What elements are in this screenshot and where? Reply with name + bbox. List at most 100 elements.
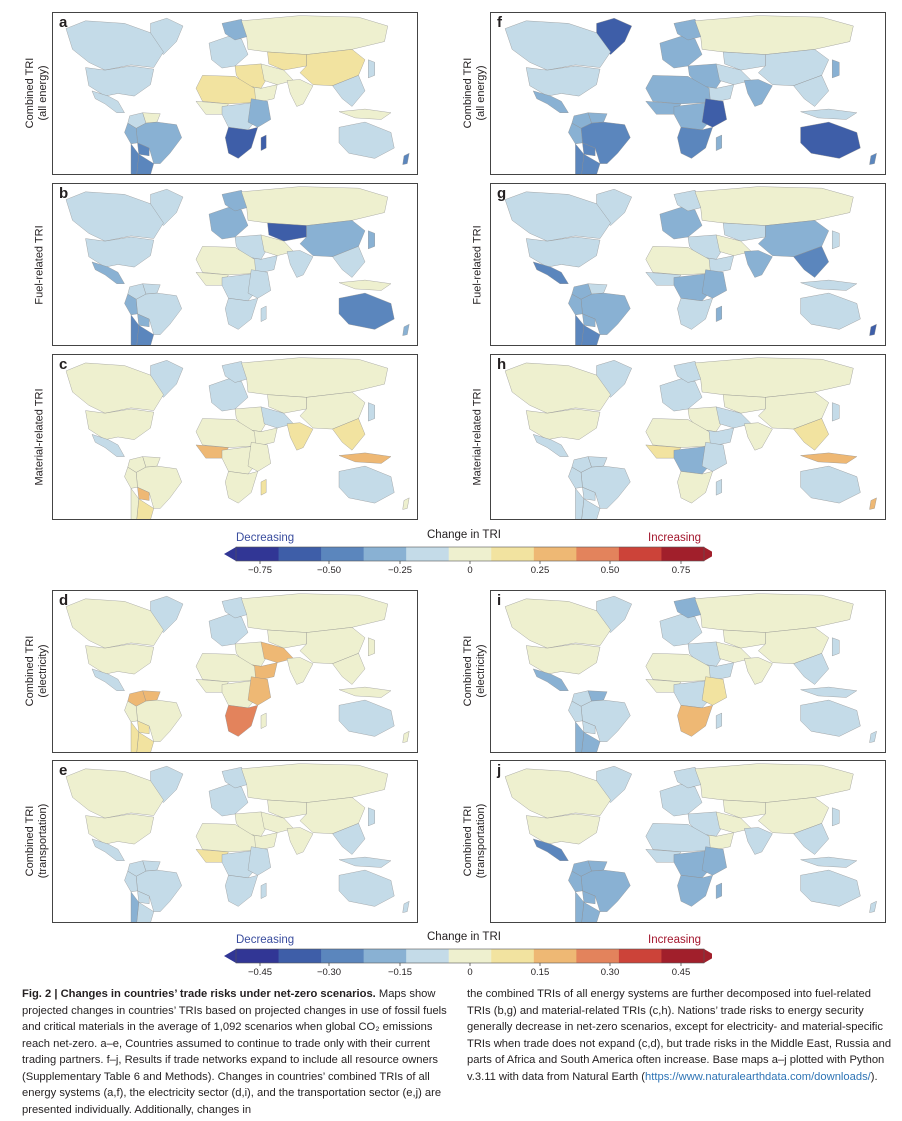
colorbar-bottom-tick: 0.30 (600, 967, 620, 978)
country-kazakhstan (722, 222, 766, 242)
country-australia (338, 292, 395, 330)
country-canada (65, 20, 164, 71)
country-india (744, 422, 773, 451)
country-chile (130, 143, 139, 174)
panel-label-c: c (59, 356, 68, 373)
colorbar-top-tick: −0.25 (387, 565, 413, 576)
world-map-a (65, 15, 410, 174)
country-argentina (581, 153, 601, 174)
country-australia (800, 465, 861, 504)
country-nz (402, 323, 410, 336)
country-indonesia (799, 856, 858, 868)
country-australia (338, 699, 395, 737)
panel-label-a: a (59, 14, 68, 31)
country-safrica (225, 127, 259, 159)
country-russia (241, 186, 388, 226)
colorbar-bottom-decreasing: Decreasing (236, 934, 295, 946)
country-peru (124, 870, 138, 893)
country-eafrica (701, 846, 727, 876)
country-madagascar (260, 134, 267, 151)
country-bolivia (137, 720, 150, 735)
country-japan (832, 402, 840, 422)
country-madagascar (260, 882, 267, 899)
country-scandinavia (673, 190, 703, 212)
country-europe (659, 378, 703, 412)
colorbar-bottom-tick: −0.45 (247, 967, 273, 978)
country-argentina (581, 901, 601, 922)
country-seasia (332, 246, 366, 278)
country-chile (575, 891, 585, 922)
country-scandinavia (673, 361, 703, 383)
country-nafrica (195, 75, 257, 105)
country-eafrica (247, 269, 271, 299)
country-argentina (581, 731, 601, 752)
country-canada (504, 598, 611, 649)
country-usa (525, 813, 601, 845)
country-madagascar (260, 305, 267, 322)
map-panel-i: i (490, 590, 886, 753)
country-iran (715, 63, 752, 85)
colorbar-swatch (491, 949, 535, 963)
country-india (286, 79, 314, 107)
country-india (744, 827, 773, 855)
colorbar-swatch (321, 547, 365, 561)
colorbar-swatch (363, 547, 407, 561)
country-japan (368, 59, 375, 79)
country-bolivia (137, 142, 150, 157)
country-chile (130, 891, 139, 922)
country-australia (338, 465, 395, 504)
country-europe (208, 614, 249, 647)
country-madagascar (715, 479, 722, 496)
colorbar-arrow-right (704, 949, 712, 963)
natural-earth-link[interactable]: https://www.naturalearthdata.com/downloa… (645, 1070, 871, 1083)
country-europe (659, 784, 703, 817)
colorbar-swatch (661, 949, 705, 963)
country-bolivia (582, 313, 596, 328)
colorbar-swatch (576, 547, 620, 561)
country-seasia (332, 418, 366, 451)
country-scandinavia (221, 361, 249, 383)
country-japan (368, 807, 375, 827)
country-bolivia (582, 720, 596, 735)
country-india (286, 422, 314, 451)
country-canada (504, 191, 611, 242)
country-indonesia (338, 452, 392, 464)
country-mexico (532, 261, 569, 284)
colorbar-bottom-tick: 0.15 (530, 967, 550, 978)
country-nafrica (195, 418, 257, 448)
country-scandinavia (673, 19, 703, 41)
country-nz (869, 497, 877, 510)
country-russia (241, 593, 388, 633)
colorbar-top-decreasing: Decreasing (236, 532, 295, 544)
colorbar-swatch (278, 547, 322, 561)
country-bolivia (137, 486, 150, 501)
map-panel-j: j (490, 760, 886, 923)
country-madagascar (260, 479, 267, 496)
map-panel-b: b (52, 183, 418, 346)
country-venezuela (587, 112, 608, 124)
colorbar-top-tick: 0.25 (530, 565, 550, 576)
world-map-h (504, 357, 877, 519)
country-japan (832, 637, 840, 657)
country-safrica (677, 127, 713, 159)
country-indonesia (799, 686, 858, 698)
country-europe (659, 614, 703, 647)
country-kazakhstan (722, 51, 766, 71)
map-panel-c: c (52, 354, 418, 520)
colorbar-bottom-increasing: Increasing (648, 934, 702, 946)
colorbar-bottom-tick: −0.30 (316, 967, 342, 978)
country-nz (402, 497, 410, 510)
country-kazakhstan (267, 799, 307, 819)
country-nafrica (195, 246, 257, 276)
country-india (286, 827, 314, 855)
country-safrica (677, 298, 713, 330)
colorbar-arrow-left (224, 547, 236, 561)
panel-label-i: i (497, 592, 502, 609)
colorbar-swatch (661, 547, 705, 561)
map-panel-a: a (52, 12, 418, 175)
country-japan (832, 230, 840, 250)
country-russia (241, 763, 388, 803)
country-indonesia (799, 279, 858, 291)
country-scandinavia (221, 190, 249, 212)
country-japan (832, 807, 840, 827)
